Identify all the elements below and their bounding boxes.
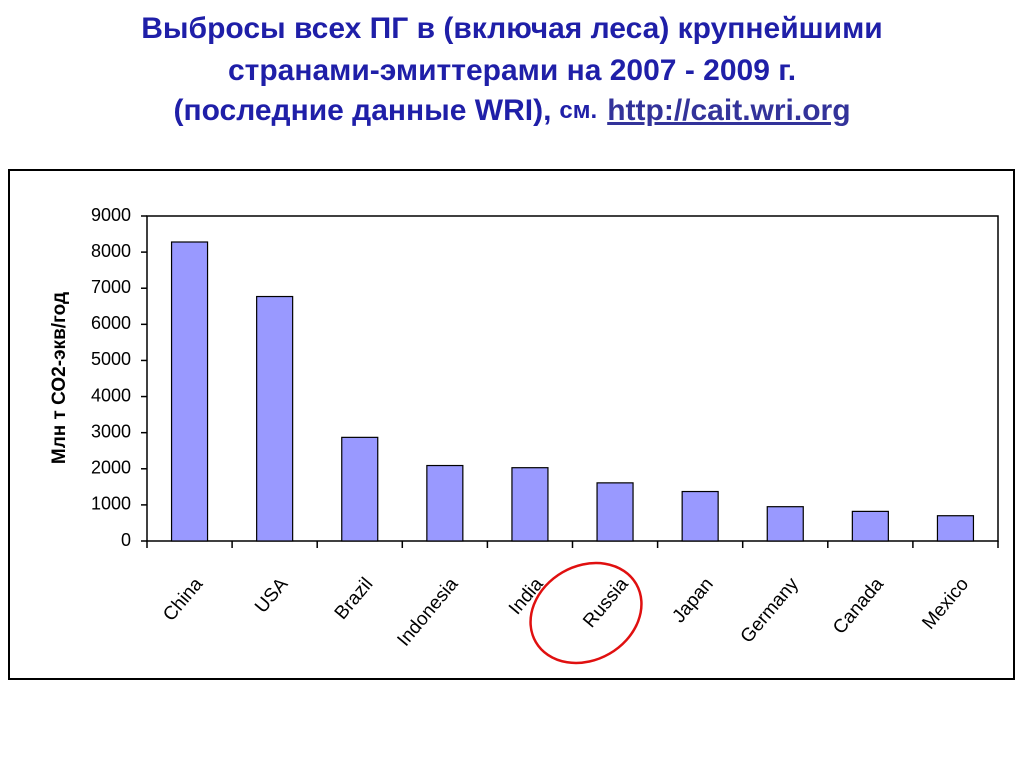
bar (681, 490, 719, 542)
y-axis-label: Млн т СО2-экв/год (49, 292, 70, 464)
x-tick-label: China (159, 574, 207, 626)
x-tick-label: Indonesia (393, 574, 462, 651)
x-tick-label: USA (251, 574, 292, 618)
title-note: см. (559, 97, 597, 124)
x-tick-label: Brazil (331, 574, 378, 624)
bar (766, 506, 804, 542)
bar (851, 510, 889, 542)
y-tick-label: 4000 (91, 385, 131, 405)
y-tick-label: 0 (121, 530, 131, 550)
x-tick-label: Japan (668, 574, 717, 627)
y-tick-label: 6000 (91, 313, 131, 333)
y-tick-label: 9000 (91, 205, 131, 225)
bar (170, 241, 209, 542)
bar (511, 467, 549, 542)
y-tick-label: 7000 (91, 277, 131, 297)
title-link[interactable]: http://cait.wri.org (607, 94, 850, 127)
x-tick-label: Canada (829, 574, 888, 639)
bar (426, 464, 464, 542)
x-tick-label: Mexico (918, 574, 973, 634)
y-tick-label: 5000 (91, 349, 131, 369)
bar (341, 436, 379, 542)
title-line: (последние данные WRI), (173, 94, 551, 127)
title-line: Выбросы всех ПГ в (включая леса) крупней… (141, 12, 882, 45)
x-tick-label: India (505, 574, 548, 619)
bar (596, 482, 634, 542)
bar (936, 515, 975, 542)
bar (256, 295, 294, 542)
title-line: странами-эмиттерами на 2007 - 2009 г. (228, 54, 796, 87)
y-tick-label: 8000 (91, 241, 131, 261)
x-tick-label: Germany (737, 574, 804, 648)
y-tick-label: 3000 (91, 421, 131, 441)
y-tick-label: 1000 (91, 494, 131, 514)
highlight-ellipse (529, 561, 643, 665)
y-tick-label: 2000 (91, 458, 131, 478)
title-line: (последние данные WRI), см. http://cait.wr… (173, 94, 850, 127)
chart-frame (8, 169, 1015, 680)
x-tick-label: Russia (579, 574, 633, 632)
